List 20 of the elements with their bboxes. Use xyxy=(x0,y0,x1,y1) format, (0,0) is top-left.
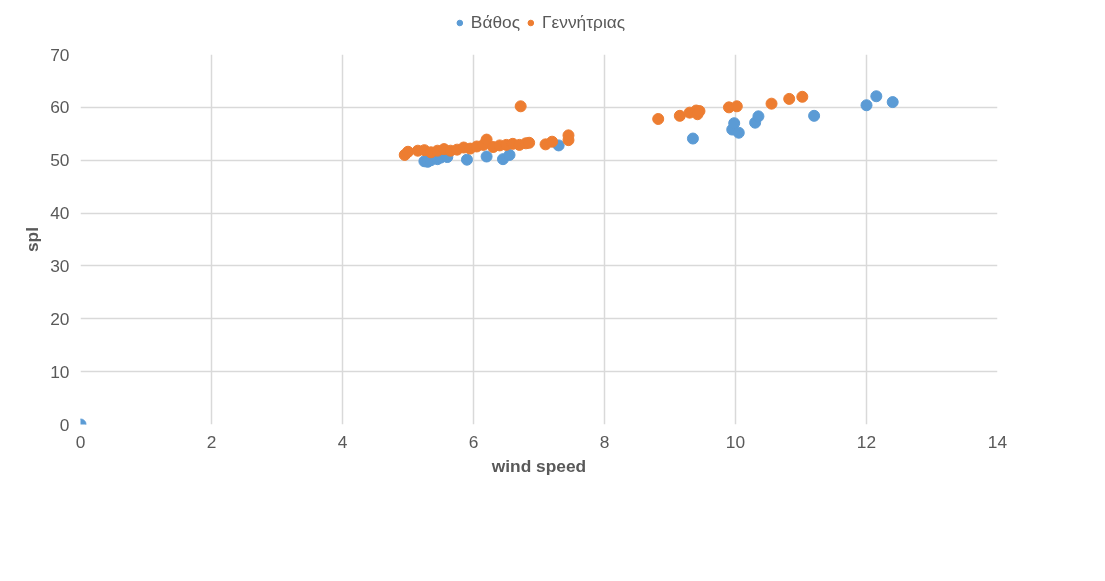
y-tick-label: 10 xyxy=(50,361,70,382)
x-tick-label: 10 xyxy=(725,431,746,452)
x-tick-label: 12 xyxy=(856,431,877,452)
y-tick-label: 30 xyxy=(50,255,70,276)
y-axis-title: spl xyxy=(22,226,43,253)
y-tick-label: 20 xyxy=(50,308,70,329)
x-tick-label: 8 xyxy=(599,431,610,452)
x-tick-label: 0 xyxy=(75,431,86,452)
legend-label: Γεννήτριας xyxy=(542,11,626,33)
x-tick-label: 2 xyxy=(206,431,217,452)
y-tick-label: 60 xyxy=(50,97,70,118)
x-tick-label: 14 xyxy=(987,431,1008,452)
x-axis-title: wind speed xyxy=(490,455,587,476)
y-tick-label: 0 xyxy=(59,414,70,435)
y-tick-label: 40 xyxy=(50,203,70,224)
x-tick-label: 4 xyxy=(337,431,348,452)
x-tick-label: 6 xyxy=(468,431,479,452)
legend-label: Βάθος xyxy=(470,11,521,33)
y-tick-label: 70 xyxy=(50,44,70,65)
y-tick-label: 50 xyxy=(50,150,70,171)
